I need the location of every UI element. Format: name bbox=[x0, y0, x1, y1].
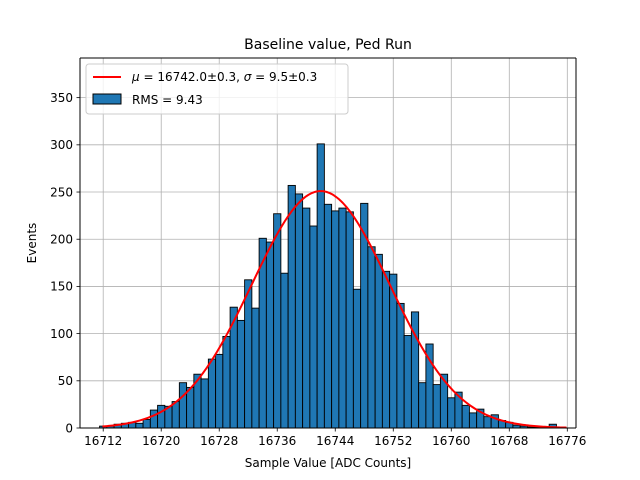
histogram-bar bbox=[302, 207, 311, 429]
x-tick-label: 16768 bbox=[490, 434, 528, 448]
histogram-bar bbox=[396, 302, 405, 429]
histogram-bar bbox=[468, 412, 478, 429]
legend: μ = 16742.0±0.3, σ = 9.5±0.3 RMS = 9.43 bbox=[85, 63, 349, 115]
y-tick-label: 350 bbox=[50, 91, 73, 105]
y-tick-label: 300 bbox=[50, 138, 73, 152]
histogram-bar bbox=[294, 193, 304, 429]
histogram-bar bbox=[483, 416, 492, 429]
histogram-bar bbox=[323, 203, 333, 429]
histogram-bar bbox=[447, 397, 456, 429]
histogram-bar bbox=[251, 307, 260, 429]
y-tick-label: 200 bbox=[50, 233, 73, 247]
ticks: 16712 16720 16728 16736 16744 16752 16760 16768… bbox=[50, 91, 586, 448]
gaussian-fit-line bbox=[102, 190, 567, 429]
histogram-bar bbox=[403, 335, 412, 429]
histogram-bar bbox=[178, 382, 188, 429]
histogram-bar bbox=[265, 241, 275, 429]
x-tick-label: 16720 bbox=[142, 434, 180, 448]
histogram-bar bbox=[374, 253, 383, 429]
histogram-bar bbox=[171, 401, 180, 429]
histogram-bar bbox=[367, 246, 376, 429]
histogram-bar bbox=[200, 378, 209, 429]
histogram-bar bbox=[273, 213, 282, 429]
legend-fit-label: μ = 16742.0±0.3, σ = 9.5±0.3 bbox=[131, 70, 317, 84]
histogram-bar bbox=[222, 335, 231, 429]
histogram-bar bbox=[236, 319, 246, 429]
histogram-bar bbox=[418, 382, 427, 429]
histogram-bar bbox=[142, 419, 151, 429]
x-axis-label: Sample Value [ADC Counts] bbox=[245, 456, 411, 470]
histogram-bar bbox=[215, 353, 224, 429]
histogram-bar bbox=[338, 207, 347, 429]
histogram-bar bbox=[381, 270, 391, 429]
histogram-bar bbox=[461, 404, 470, 429]
y-tick-label: 100 bbox=[50, 327, 73, 341]
legend-mu-value: = 16742.0±0.3, bbox=[140, 70, 244, 84]
x-tick-label: 16752 bbox=[374, 434, 412, 448]
y-tick-label: 50 bbox=[58, 374, 73, 388]
legend-sigma-symbol: σ bbox=[244, 70, 252, 84]
x-tick-label: 16744 bbox=[316, 434, 354, 448]
y-tick-label: 0 bbox=[65, 421, 73, 435]
legend-box bbox=[85, 63, 349, 115]
histogram-bar bbox=[345, 211, 354, 429]
y-tick-label: 250 bbox=[50, 185, 73, 199]
histogram-bar bbox=[287, 184, 296, 429]
histogram-bar bbox=[186, 386, 195, 429]
histogram-bar bbox=[309, 225, 318, 429]
legend-sigma-value: = 9.5±0.3 bbox=[251, 70, 317, 84]
histogram-bar bbox=[316, 143, 325, 429]
y-axis-label: Events bbox=[25, 223, 39, 264]
x-tick-label: 16712 bbox=[84, 434, 122, 448]
histogram-bar bbox=[149, 409, 159, 429]
y-tick-label: 150 bbox=[50, 280, 73, 294]
histogram-bar bbox=[207, 358, 217, 429]
histogram-bar bbox=[157, 404, 166, 429]
histogram-bar bbox=[244, 279, 253, 429]
histogram-bar bbox=[331, 210, 340, 429]
histogram-bar bbox=[280, 272, 289, 429]
legend-histogram-swatch bbox=[92, 93, 122, 105]
x-tick-label: 16736 bbox=[258, 434, 296, 448]
x-tick-label: 16776 bbox=[548, 434, 586, 448]
legend-histogram-label: RMS = 9.43 bbox=[132, 93, 203, 107]
x-tick-label: 16728 bbox=[200, 434, 238, 448]
legend-mu-symbol: μ bbox=[131, 70, 140, 84]
x-tick-label: 16760 bbox=[432, 434, 470, 448]
histogram-bar bbox=[352, 288, 362, 429]
chart-title: Baseline value, Ped Run bbox=[244, 37, 412, 53]
axes bbox=[79, 57, 577, 429]
histogram-bar bbox=[432, 384, 441, 429]
histogram-bar bbox=[135, 422, 144, 429]
